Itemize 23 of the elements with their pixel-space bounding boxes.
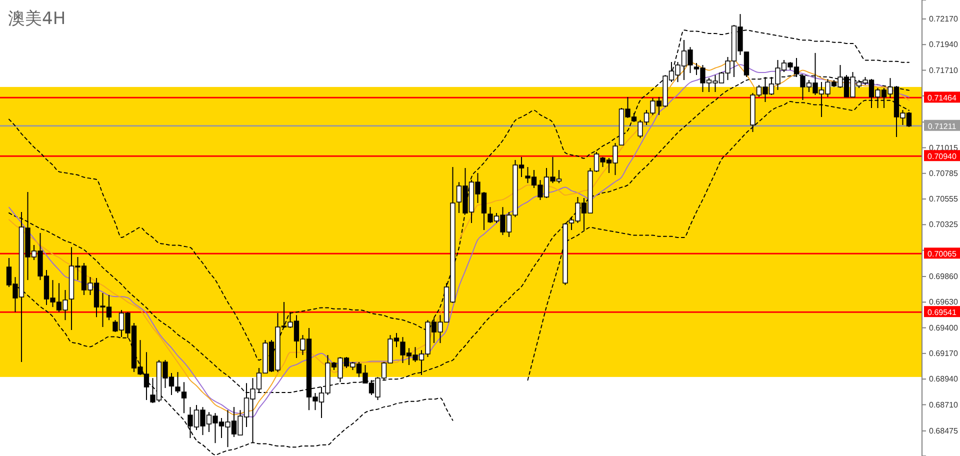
y-tick-label: 0.68475 [929, 426, 958, 436]
candlestick [175, 372, 180, 394]
y-tick-label: 0.69170 [929, 348, 958, 358]
text: 澳美4H [8, 9, 66, 29]
y-tick-label: 0.68710 [929, 400, 958, 410]
ref-line-label: 0.70940 [928, 152, 958, 162]
y-tick-label: 0.72170 [929, 14, 958, 24]
ref-line-label: 0.71211 [928, 122, 957, 131]
candlestick [181, 382, 187, 414]
y-tick-label: 0.71940 [929, 40, 958, 50]
ref-line-label: 0.69541 [928, 308, 958, 318]
ref-line-label: 0.70065 [928, 250, 958, 259]
y-tick-label: 0.69630 [929, 298, 958, 307]
y-tick-label: 0.71710 [929, 66, 958, 75]
y-tick-label: 0.70555 [929, 194, 958, 204]
candlestick [744, 51, 750, 78]
y-tick-label: 0.68940 [929, 374, 958, 384]
y-tick-label: 0.70785 [929, 168, 958, 178]
ref-line-label: 0.71464 [928, 94, 958, 103]
y-tick-label: 0.70325 [929, 220, 958, 230]
y-tick-label: 0.71015 [929, 143, 958, 152]
y-tick-label: 0.69860 [929, 272, 958, 282]
y-tick-label: 0.69400 [929, 323, 958, 332]
